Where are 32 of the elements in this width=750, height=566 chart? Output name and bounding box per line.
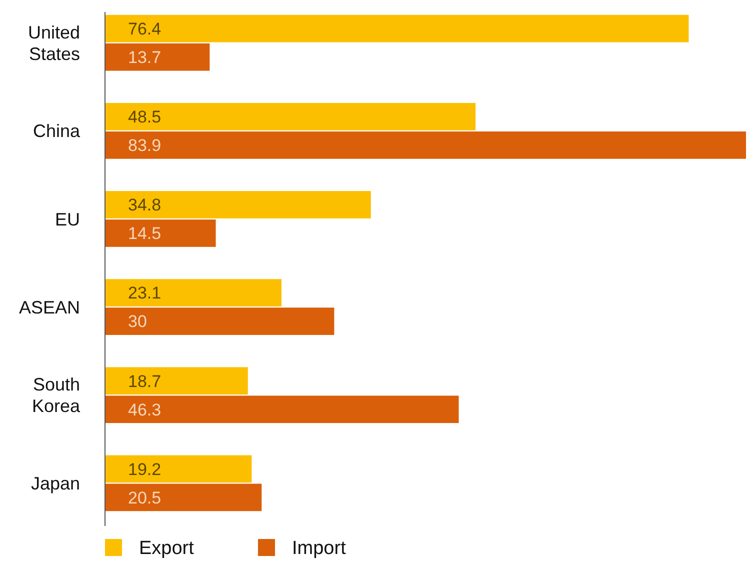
y-tick-label: Japan (30, 473, 80, 494)
data-label: 34.8 (128, 196, 162, 215)
data-label: 18.7 (128, 372, 162, 391)
data-label: 48.5 (128, 108, 162, 127)
bar (105, 191, 371, 218)
y-tick-label: EU (54, 209, 80, 230)
y-tick-label: ASEAN (18, 297, 80, 318)
data-label: 13.7 (128, 48, 162, 68)
bar (105, 102, 476, 130)
y-tick-label: China (32, 121, 81, 142)
bar (105, 220, 216, 247)
bar (105, 14, 689, 42)
bar (105, 43, 210, 71)
data-label: 46.3 (128, 400, 162, 420)
y-tick-label: United States (28, 22, 80, 64)
data-label: 83.9 (128, 136, 162, 156)
bar (105, 131, 746, 159)
bar (105, 396, 459, 424)
bar (105, 308, 334, 335)
legend-label: Import (292, 538, 347, 559)
legend-label: Export (139, 538, 195, 559)
bar (105, 279, 282, 306)
data-label: 19.2 (128, 460, 162, 479)
bar (105, 455, 252, 483)
data-label: 30 (128, 312, 147, 332)
data-label: 76.4 (128, 20, 162, 39)
data-label: 23.1 (128, 284, 162, 303)
bar (105, 367, 248, 395)
bar (105, 484, 262, 512)
y-tick-label: South Korea (32, 374, 81, 416)
data-label: 20.5 (128, 488, 162, 508)
data-label: 14.5 (128, 224, 162, 244)
